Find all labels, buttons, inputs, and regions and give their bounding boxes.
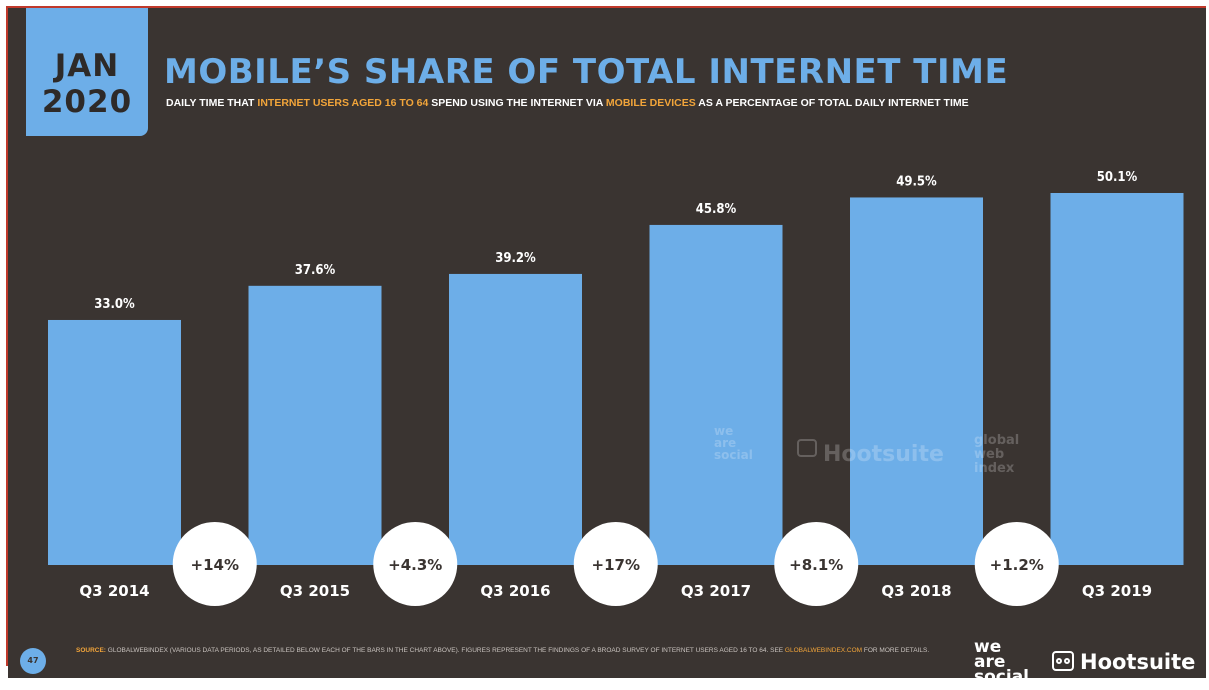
logo-line-2: are — [974, 652, 1006, 672]
bar-q3-2017 — [649, 224, 783, 565]
owl-icon — [1052, 651, 1074, 671]
source-text: GLOBALWEBINDEX (VARIOUS DATA PERIODS, AS… — [105, 647, 785, 654]
change-label: +14% — [191, 556, 239, 574]
change-label: +4.3% — [388, 556, 442, 574]
date-month: JAN — [54, 48, 120, 84]
watermark-we-are-social: are — [714, 436, 736, 450]
date-year: 2020 — [41, 84, 133, 120]
footer: 47 SOURCE: GLOBALWEBINDEX (VARIOUS DATA … — [8, 636, 1206, 678]
page-number: 47 — [20, 648, 46, 674]
change-bubble — [373, 522, 458, 606]
bottom-margin — [0, 678, 1209, 690]
category-label: Q3 2019 — [1082, 582, 1152, 600]
category-label: Q3 2016 — [480, 582, 550, 600]
we-are-social-logo: we are social — [974, 637, 1030, 679]
change-label: +8.1% — [789, 556, 843, 574]
watermark-we-are-social: social — [714, 448, 753, 462]
watermark-global-web-index: global — [974, 433, 1019, 448]
value-label: 39.2% — [495, 251, 536, 266]
bar-q3-2016 — [449, 273, 582, 565]
watermark-we-are-social: we — [714, 424, 733, 438]
value-label: 45.8% — [696, 202, 737, 217]
bar-q3-2019 — [1050, 193, 1184, 565]
change-label: +17% — [592, 556, 640, 574]
category-label: Q3 2017 — [681, 582, 751, 600]
subtitle-part-4: AS A PERCENTAGE OF TOTAL DAILY INTERNET … — [695, 97, 969, 109]
change-bubble — [573, 522, 658, 606]
watermark-global-web-index: index — [974, 461, 1015, 476]
bar-q3-2014 — [48, 319, 181, 565]
watermark-hootsuite: Hootsuite — [823, 442, 944, 467]
value-label: 33.0% — [94, 297, 135, 312]
value-label: 49.5% — [896, 174, 937, 189]
slide: JAN 2020 MOBILE’S SHARE OF TOTAL INTERNE… — [8, 8, 1206, 678]
change-label: +1.2% — [990, 556, 1044, 574]
category-label: Q3 2015 — [280, 582, 350, 600]
logo-line-3: social — [974, 667, 1030, 679]
subtitle-part-3: MOBILE DEVICES — [605, 97, 696, 109]
value-label: 37.6% — [295, 263, 336, 278]
change-bubble — [172, 522, 257, 606]
bar-q3-2015 — [248, 285, 382, 565]
value-label: 50.1% — [1097, 170, 1138, 185]
watermark-owl-icon — [797, 439, 817, 457]
source-note: SOURCE: GLOBALWEBINDEX (VARIOUS DATA PER… — [76, 646, 956, 656]
logo-line-1: we — [974, 637, 1002, 657]
slide-frame — [6, 6, 1206, 666]
chart-subtitle: DAILY TIME THAT INTERNET USERS AGED 16 T… — [166, 97, 969, 109]
hootsuite-text: Hootsuite — [1080, 650, 1196, 674]
bar-chart: 33.0% Q3 2014 37.6% Q3 2015 39.2% Q3 2016 45.8… — [48, 170, 1184, 606]
category-label: Q3 2018 — [881, 582, 951, 600]
category-label: Q3 2014 — [79, 582, 149, 600]
change-bubble — [774, 522, 859, 606]
hootsuite-logo: Hootsuite — [1052, 650, 1195, 674]
bar-q3-2018 — [850, 197, 983, 566]
watermark-global-web-index: web — [974, 447, 1004, 462]
subtitle-part-0: DAILY TIME THAT — [166, 97, 258, 109]
subtitle-part-2: SPEND USING THE INTERNET VIA — [428, 97, 606, 109]
source-link[interactable]: GLOBALWEBINDEX.COM — [784, 647, 863, 654]
change-bubble — [974, 522, 1059, 606]
source-tail: FOR MORE DETAILS. — [862, 647, 930, 654]
chart-title: MOBILE’S SHARE OF TOTAL INTERNET TIME — [164, 52, 1009, 92]
source-label: SOURCE: — [76, 647, 106, 654]
date-badge: JAN 2020 — [26, 8, 148, 136]
subtitle-part-1: INTERNET USERS AGED 16 TO 64 — [257, 97, 429, 109]
